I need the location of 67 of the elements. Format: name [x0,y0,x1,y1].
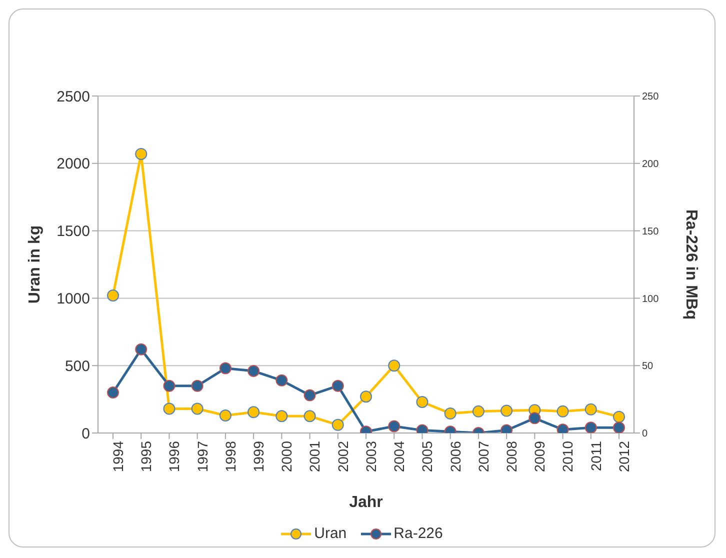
point [219,362,232,374]
point [416,396,428,408]
point [332,418,344,431]
point [135,148,148,160]
x-tick-label: 2005 [419,440,436,472]
point [472,405,484,418]
point [248,406,260,418]
x-axis-title: Jahr [349,494,383,511]
y-tick-label: 2000 [56,156,90,173]
legend-label: Ra-226 [392,525,443,542]
y2-tick-label: 0 [642,428,648,440]
legend-label: Uran [313,525,347,542]
y2-axis-title: Ra-226 in MBq [682,209,700,320]
x-tick-label: 2004 [391,440,408,472]
point [304,410,316,422]
point [304,389,316,402]
x-tick-label: 1998 [222,440,238,472]
x-tick-label: 1994 [110,440,126,472]
x-tick-label: 2008 [503,440,520,472]
point [332,380,344,392]
y-tick-label: 0 [82,425,90,442]
point [613,410,625,423]
point [444,407,456,420]
point [613,422,625,433]
x-tick-label: 2010 [560,440,576,472]
point [584,403,597,416]
point [500,404,513,417]
y-tick-label: 2500 [56,88,90,106]
point [248,364,260,377]
y-axis-title: Uran in kg [26,225,44,304]
point [219,409,232,422]
point [584,422,597,433]
point [556,405,569,418]
y2-tick-label: 150 [642,226,660,238]
y2-tick-label: 50 [642,361,654,372]
y2-tick-label: 100 [642,294,660,305]
point [191,402,204,415]
point [135,343,148,356]
point [107,386,119,399]
x-tick-label: 1995 [138,440,154,472]
point [528,412,541,424]
x-tick-label: 2002 [334,440,351,472]
y2-tick-label: 200 [642,158,660,170]
x-tick-label: 2000 [278,440,295,472]
y-tick-label: 1500 [56,223,90,240]
x-tick-label: 2012 [616,440,632,472]
y-tick-label: 500 [64,358,90,375]
point [107,290,119,302]
point [163,402,176,415]
point [191,380,204,392]
x-tick-label: 1997 [194,440,210,472]
point [388,360,400,372]
point [360,390,372,403]
x-tick-label: 2003 [362,440,379,472]
point [276,410,288,422]
x-tick-label: 2007 [475,440,492,472]
x-tick-label: 1996 [166,440,182,472]
x-tick-label: 2001 [306,440,323,472]
y2-tick-label: 250 [642,92,660,103]
point [388,420,400,432]
x-tick-label: 1999 [250,440,266,472]
point [276,374,288,386]
y-tick-label: 1000 [56,290,90,308]
x-tick-label: 2009 [532,440,548,472]
x-tick-label: 2011 [588,440,604,472]
x-tick-label: 2006 [447,440,464,472]
point [163,380,176,392]
